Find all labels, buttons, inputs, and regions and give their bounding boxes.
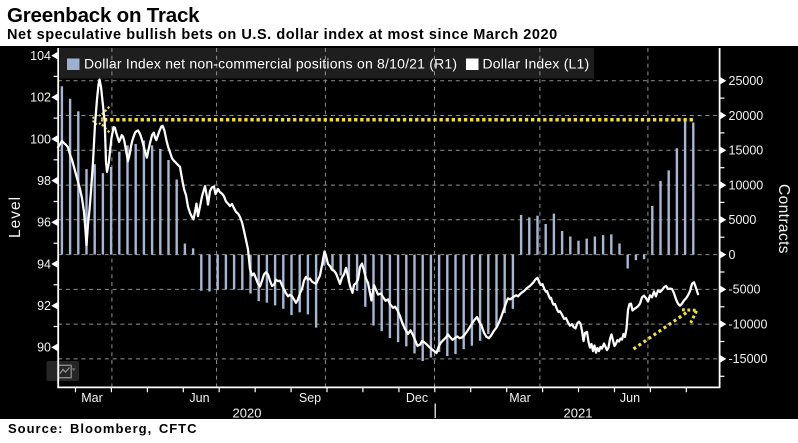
svg-text:94: 94: [37, 257, 51, 271]
svg-text:-10000: -10000: [729, 317, 768, 331]
svg-text:-15000: -15000: [729, 352, 768, 366]
svg-text:Mar: Mar: [509, 391, 531, 405]
svg-text:5000: 5000: [729, 213, 757, 227]
svg-text:Dollar Index (L1): Dollar Index (L1): [483, 56, 590, 72]
svg-text:10000: 10000: [729, 178, 764, 192]
svg-text:Jun: Jun: [189, 391, 209, 405]
svg-text:104: 104: [30, 49, 51, 63]
svg-text:-5000: -5000: [729, 283, 761, 297]
svg-text:100: 100: [30, 132, 51, 146]
svg-text:20000: 20000: [729, 109, 764, 123]
svg-text:98: 98: [37, 174, 51, 188]
svg-text:Dollar Index net non-commercia: Dollar Index net non-commercial position…: [84, 56, 457, 72]
svg-text:Mar: Mar: [81, 391, 103, 405]
svg-text:102: 102: [30, 91, 51, 105]
svg-text:Contracts: Contracts: [775, 184, 792, 254]
svg-text:Level: Level: [7, 196, 24, 238]
svg-text:90: 90: [37, 341, 51, 355]
svg-text:15000: 15000: [729, 144, 764, 158]
svg-text:Jun: Jun: [620, 391, 640, 405]
svg-text:25000: 25000: [729, 74, 764, 88]
svg-text:96: 96: [37, 216, 51, 230]
svg-text:Dec: Dec: [406, 391, 428, 405]
svg-text:0: 0: [729, 248, 736, 262]
svg-text:2020: 2020: [233, 406, 262, 421]
svg-text:2021: 2021: [564, 406, 593, 421]
svg-text:Sep: Sep: [299, 391, 321, 405]
svg-text:92: 92: [37, 299, 51, 313]
